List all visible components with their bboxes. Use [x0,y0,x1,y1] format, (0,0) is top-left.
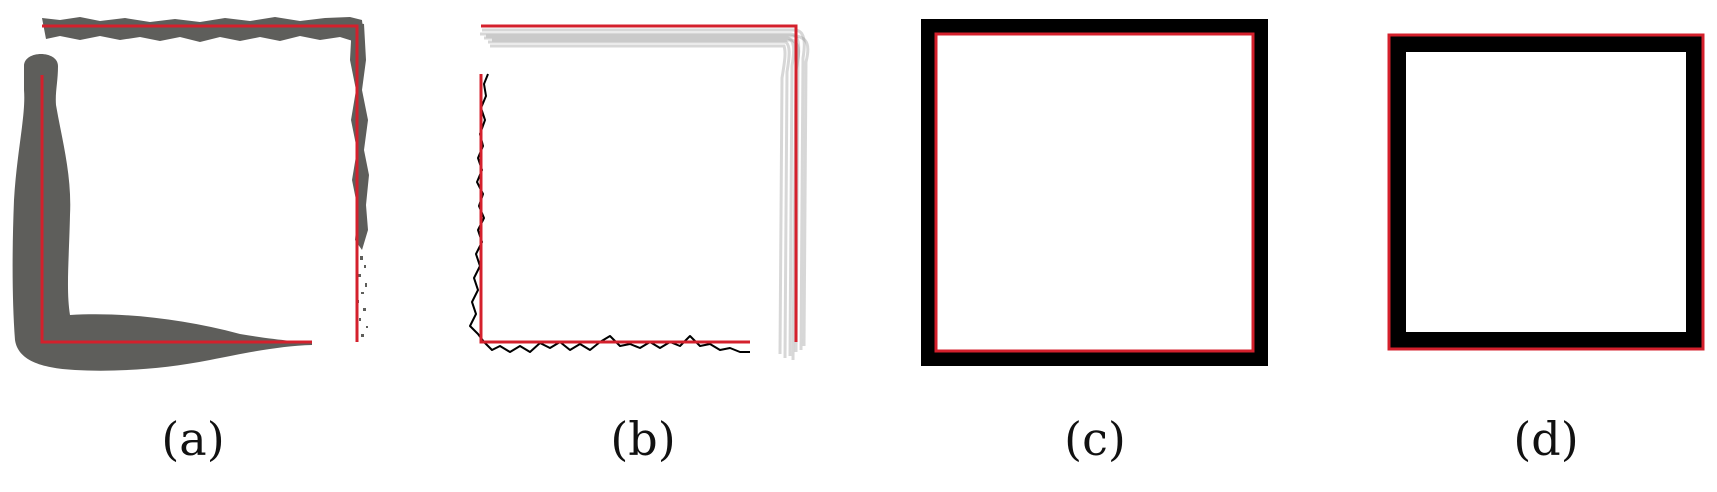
panel-b: (b) [469,24,810,466]
panel-a-right-band [350,22,369,250]
panel-a: (a) [12,17,369,466]
panel-a-reference-l [40,75,312,344]
panel-b-reference-l [479,74,750,344]
panel-a-reference-corner [42,24,359,342]
panel-c: (c) [921,19,1268,466]
panel-d-white-interior [1406,52,1686,332]
panel-a-top-band [42,17,364,42]
panel-a-l-stroke [12,54,313,371]
panel-a-speckles [357,256,368,337]
panel-a-caption: (a) [161,412,224,466]
panel-d-caption: (d) [1513,412,1578,466]
panel-b-black-trace [469,73,750,353]
panel-b-reference-corner [481,24,798,342]
panel-b-caption: (b) [610,412,675,466]
panel-d-reference-square [1387,33,1705,351]
panel-c-reference-square [934,32,1255,353]
panel-b-gray-traces [480,28,810,361]
panel-c-white-interior [936,34,1253,351]
panel-d: (d) [1387,33,1705,466]
panel-c-caption: (c) [1064,412,1126,466]
